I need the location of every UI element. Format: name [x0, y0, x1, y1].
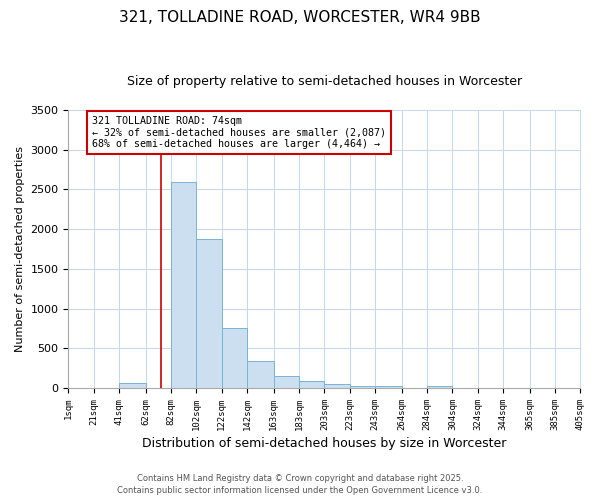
Bar	[427, 386, 452, 388]
Y-axis label: Number of semi-detached properties: Number of semi-detached properties	[15, 146, 25, 352]
Bar	[222, 328, 247, 388]
Bar	[247, 361, 274, 388]
Bar	[119, 383, 146, 388]
Text: Contains HM Land Registry data © Crown copyright and database right 2025.
Contai: Contains HM Land Registry data © Crown c…	[118, 474, 482, 495]
Bar	[325, 384, 350, 388]
Bar	[171, 182, 196, 388]
X-axis label: Distribution of semi-detached houses by size in Worcester: Distribution of semi-detached houses by …	[142, 437, 506, 450]
Bar	[375, 386, 402, 388]
Bar	[350, 386, 375, 388]
Title: Size of property relative to semi-detached houses in Worcester: Size of property relative to semi-detach…	[127, 75, 522, 88]
Text: 321 TOLLADINE ROAD: 74sqm
← 32% of semi-detached houses are smaller (2,087)
68% : 321 TOLLADINE ROAD: 74sqm ← 32% of semi-…	[92, 116, 386, 149]
Bar	[196, 238, 222, 388]
Bar	[274, 376, 299, 388]
Text: 321, TOLLADINE ROAD, WORCESTER, WR4 9BB: 321, TOLLADINE ROAD, WORCESTER, WR4 9BB	[119, 10, 481, 25]
Bar	[299, 381, 325, 388]
